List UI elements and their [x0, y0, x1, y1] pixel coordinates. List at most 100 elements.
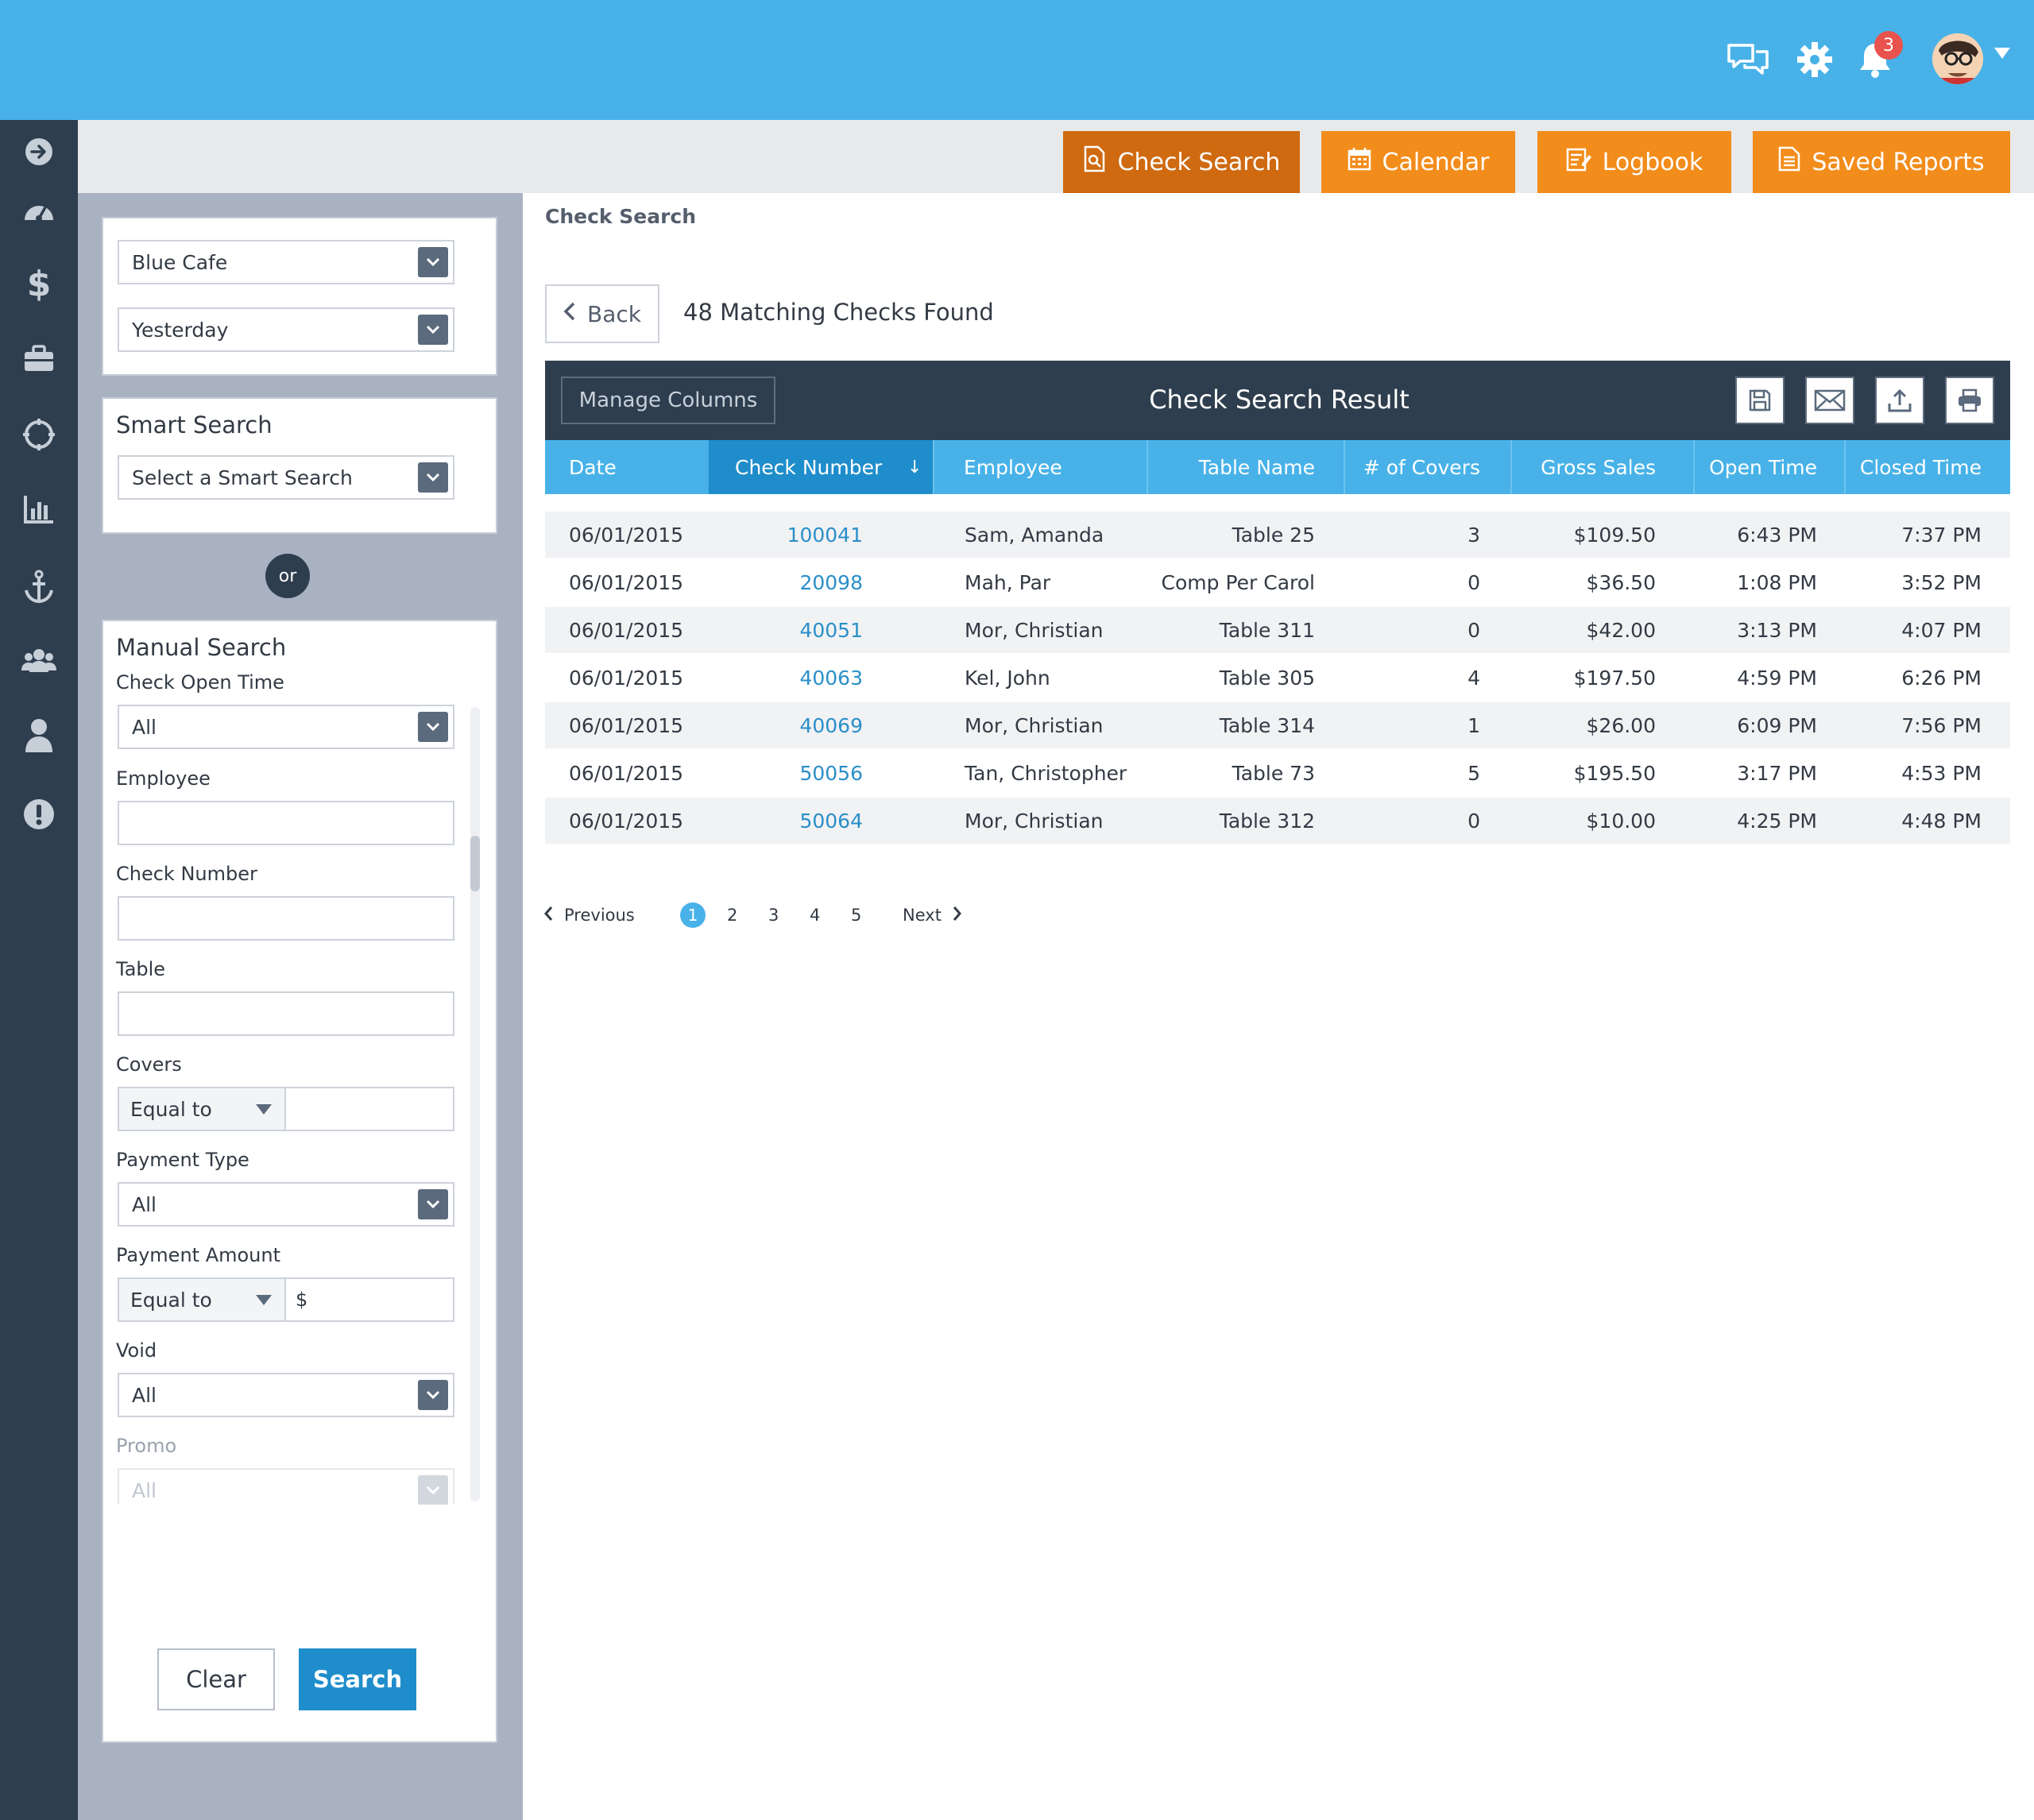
cell-gross-sales: $109.50	[1573, 523, 1656, 547]
date-range-select[interactable]: Yesterday	[118, 307, 454, 352]
cell-table-name: Table 73	[1232, 761, 1315, 785]
cell-gross-sales: $195.50	[1573, 761, 1656, 785]
table-row[interactable]: 06/01/2015 100041 Sam, Amanda Table 25 3 $109…	[545, 512, 2010, 558]
cell-table-name: Comp Per Carol	[1161, 570, 1315, 594]
group-icon[interactable]	[19, 640, 59, 680]
smart-search-value: Select a Smart Search	[132, 466, 353, 489]
page-1[interactable]: 1	[680, 902, 706, 928]
cell-employee: Mor, Christian	[965, 618, 1104, 642]
user-icon[interactable]	[19, 715, 59, 755]
void-select[interactable]: All	[118, 1373, 454, 1417]
cell-check-number[interactable]: 40051	[799, 618, 863, 642]
chevron-down-icon	[418, 462, 448, 493]
clear-button[interactable]: Clear	[157, 1648, 275, 1710]
page-2[interactable]: 2	[727, 906, 738, 925]
arrow-right-icon[interactable]	[19, 132, 59, 172]
alert-icon[interactable]	[19, 794, 59, 834]
bar-chart-icon[interactable]	[19, 489, 59, 529]
search-button[interactable]: Search	[299, 1648, 416, 1710]
cell-check-number[interactable]: 100041	[787, 523, 863, 547]
check-number-input[interactable]	[118, 896, 454, 941]
col-gross-sales[interactable]: Gross Sales	[1541, 455, 1656, 479]
smart-search-select[interactable]: Select a Smart Search	[118, 455, 454, 500]
check-search-icon	[1083, 145, 1107, 179]
report-icon	[1778, 146, 1800, 178]
cell-check-number[interactable]: 40063	[799, 666, 863, 690]
tab-saved-reports[interactable]: Saved Reports	[1753, 131, 2010, 193]
page-5[interactable]: 5	[851, 906, 862, 925]
chevron-down-icon[interactable]	[1994, 48, 2010, 59]
cell-check-number[interactable]: 50056	[799, 761, 863, 785]
print-icon[interactable]	[1945, 377, 1994, 424]
col-employee[interactable]: Employee	[964, 455, 1062, 479]
payment-type-label: Payment Type	[116, 1149, 249, 1171]
page-4[interactable]: 4	[810, 906, 821, 925]
gear-icon[interactable]	[1791, 36, 1839, 83]
cell-closed-time: 6:26 PM	[1901, 666, 1982, 690]
employee-input[interactable]	[118, 801, 454, 845]
table-row[interactable]: 06/01/2015 20098 Mah, Par Comp Per Carol 0 $3…	[545, 559, 2010, 605]
avatar[interactable]	[1932, 33, 1983, 84]
chat-icon[interactable]	[1724, 36, 1772, 83]
cell-date: 06/01/2015	[569, 618, 684, 642]
page-3[interactable]: 3	[768, 906, 779, 925]
dollar-icon[interactable]: $	[26, 263, 52, 304]
table-row[interactable]: 06/01/2015 50056 Tan, Christopher Table 73 5…	[545, 750, 2010, 796]
promo-select[interactable]: All	[118, 1468, 454, 1505]
target-icon[interactable]	[19, 415, 59, 454]
filter-scrollbar[interactable]	[470, 707, 480, 1501]
filter-scrollbar-thumb[interactable]	[470, 836, 480, 891]
date-range-value: Yesterday	[132, 318, 229, 342]
table-row[interactable]: 06/01/2015 40051 Mor, Christian Table 311 0 $…	[545, 607, 2010, 653]
check-open-time-select[interactable]: All	[118, 705, 454, 749]
back-button[interactable]: Back	[545, 284, 659, 343]
payment-amount-operator-select[interactable]: Equal to	[119, 1279, 286, 1320]
table-row[interactable]: 06/01/2015 50064 Mor, Christian Table 312 0 $…	[545, 798, 2010, 844]
table-row[interactable]: 06/01/2015 40063 Kel, John Table 305 4 $197.5…	[545, 655, 2010, 701]
cell-check-number[interactable]: 20098	[799, 570, 863, 594]
dashboard-icon[interactable]	[19, 191, 59, 230]
previous-page-link[interactable]: Previous	[543, 901, 635, 929]
breadcrumb[interactable]: Check Search	[545, 205, 697, 228]
save-icon[interactable]	[1735, 377, 1785, 424]
cell-date: 06/01/2015	[569, 809, 684, 833]
email-icon[interactable]	[1805, 377, 1854, 424]
sort-desc-icon[interactable]: ↓	[907, 457, 922, 477]
tab-check-search[interactable]: Check Search	[1063, 131, 1300, 193]
col-closed-time[interactable]: Closed Time	[1859, 455, 1982, 479]
next-page-link[interactable]: Next	[903, 901, 962, 929]
table-label: Table	[116, 958, 166, 980]
payment-type-select[interactable]: All	[118, 1182, 454, 1227]
anchor-icon[interactable]	[19, 567, 59, 607]
cell-check-number[interactable]: 40069	[799, 713, 863, 737]
cell-open-time: 6:09 PM	[1737, 713, 1817, 737]
chevron-left-icon	[563, 301, 576, 327]
tab-calendar[interactable]: Calendar	[1321, 131, 1515, 193]
cell-table-name: Table 25	[1232, 523, 1315, 547]
table-input[interactable]	[118, 991, 454, 1036]
col-check-number[interactable]: Check Number	[735, 455, 883, 479]
cell-open-time: 1:08 PM	[1737, 570, 1817, 594]
col-date[interactable]: Date	[569, 455, 617, 479]
chevron-down-icon	[418, 247, 448, 277]
column-divider	[1510, 440, 1512, 494]
tab-logbook[interactable]: Logbook	[1537, 131, 1731, 193]
payment-amount-input[interactable]: $	[296, 1279, 307, 1320]
briefcase-icon[interactable]	[19, 338, 59, 378]
manage-columns-button[interactable]: Manage Columns	[561, 377, 775, 424]
cell-covers: 0	[1467, 809, 1480, 833]
col-table-name[interactable]: Table Name	[1198, 455, 1315, 479]
col-open-time[interactable]: Open Time	[1709, 455, 1817, 479]
chevron-down-icon	[418, 315, 448, 345]
payment-amount-label: Payment Amount	[116, 1244, 281, 1266]
export-icon[interactable]	[1875, 377, 1924, 424]
location-select[interactable]: Blue Cafe	[118, 240, 454, 284]
cell-open-time: 3:17 PM	[1737, 761, 1817, 785]
cell-open-time: 4:25 PM	[1737, 809, 1817, 833]
col-covers[interactable]: # of Covers	[1363, 455, 1480, 479]
void-value: All	[132, 1383, 157, 1407]
table-row[interactable]: 06/01/2015 40069 Mor, Christian Table 314 1 $…	[545, 702, 2010, 748]
cell-check-number[interactable]: 50064	[799, 809, 863, 833]
cell-covers: 5	[1467, 761, 1480, 785]
covers-operator-select[interactable]: Equal to	[119, 1088, 286, 1130]
